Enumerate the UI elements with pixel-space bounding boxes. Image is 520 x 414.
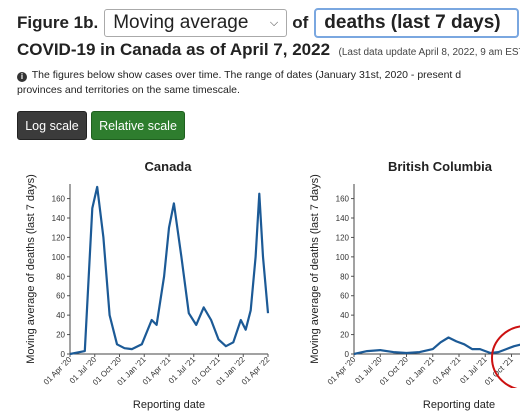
- info-line-1: The figures below show cases over time. …: [31, 69, 462, 81]
- y-tick-label: 40: [56, 311, 65, 320]
- metric-select-value: deaths (last 7 days): [324, 12, 501, 33]
- page-subtitle: COVID-19 in Canada as of April 7, 2022 (…: [17, 40, 520, 60]
- y-tick-label: 120: [52, 233, 66, 242]
- y-tick-label: 140: [336, 214, 350, 223]
- y-axis-label: Moving average of deaths (last 7 days): [310, 174, 321, 364]
- series-line: [69, 185, 270, 356]
- y-tick-label: 20: [340, 331, 349, 340]
- y-tick-label: 80: [340, 272, 349, 281]
- measure-select-value: Moving average: [113, 12, 249, 33]
- chart-title-bc: British Columbia: [387, 159, 492, 174]
- series-line: [353, 336, 520, 356]
- x-tick-label: 01 Apr '20: [42, 355, 74, 387]
- y-tick-label: 80: [56, 272, 65, 281]
- x-tick-label: 01 Apr '20: [326, 355, 358, 387]
- subtitle-main: COVID-19 in Canada as of April 7, 2022: [17, 40, 331, 59]
- y-tick-label: 0: [61, 350, 66, 359]
- y-tick-label: 120: [336, 233, 350, 242]
- relative-scale-button[interactable]: Relative scale: [91, 111, 185, 140]
- x-axis-label: Reporting date: [423, 399, 495, 411]
- y-tick-label: 160: [52, 195, 66, 204]
- chart-canada: Moving average of deaths (last 7 days) 0 2…: [25, 174, 272, 411]
- y-tick-label: 100: [336, 253, 350, 262]
- y-tick-label: 40: [340, 311, 349, 320]
- annotation-ellipse: [491, 325, 520, 388]
- measure-select[interactable]: Moving average ⌵: [104, 9, 288, 37]
- info-text: i The figures below show cases over time…: [17, 68, 520, 98]
- figure-label: Figure 1b.: [17, 13, 99, 32]
- y-tick-label: 100: [52, 253, 66, 262]
- chevron-down-icon: ⌵: [269, 16, 279, 29]
- y-axis-label: Moving average of deaths (last 7 days): [25, 174, 37, 364]
- info-icon: i: [17, 72, 27, 82]
- y-tick-label: 160: [336, 195, 350, 204]
- y-tick-label: 20: [56, 331, 65, 340]
- last-update-text: (Last data update April 8, 2022, 9 am ES…: [338, 47, 520, 58]
- chart-title-canada: Canada: [144, 159, 192, 174]
- annotation-circle: [491, 325, 520, 388]
- chart-bc: Moving average of deaths (last 7 days) 0 2…: [310, 174, 520, 411]
- log-scale-button[interactable]: Log scale: [17, 111, 87, 140]
- y-tick-label: 0: [345, 350, 350, 359]
- y-tick-label: 60: [340, 292, 349, 301]
- metric-select[interactable]: deaths (last 7 days): [314, 8, 520, 38]
- of-label: of: [292, 13, 309, 32]
- figure-header: Figure 1b. Moving average ⌵ of deaths (l…: [17, 8, 520, 38]
- y-tick-label: 60: [56, 292, 65, 301]
- y-tick-label: 140: [52, 214, 66, 223]
- x-axis-label: Reporting date: [133, 399, 205, 411]
- x-tick-label: 01 Apr '21: [431, 355, 463, 387]
- info-line-2: provinces and territories on the same ti…: [17, 84, 240, 96]
